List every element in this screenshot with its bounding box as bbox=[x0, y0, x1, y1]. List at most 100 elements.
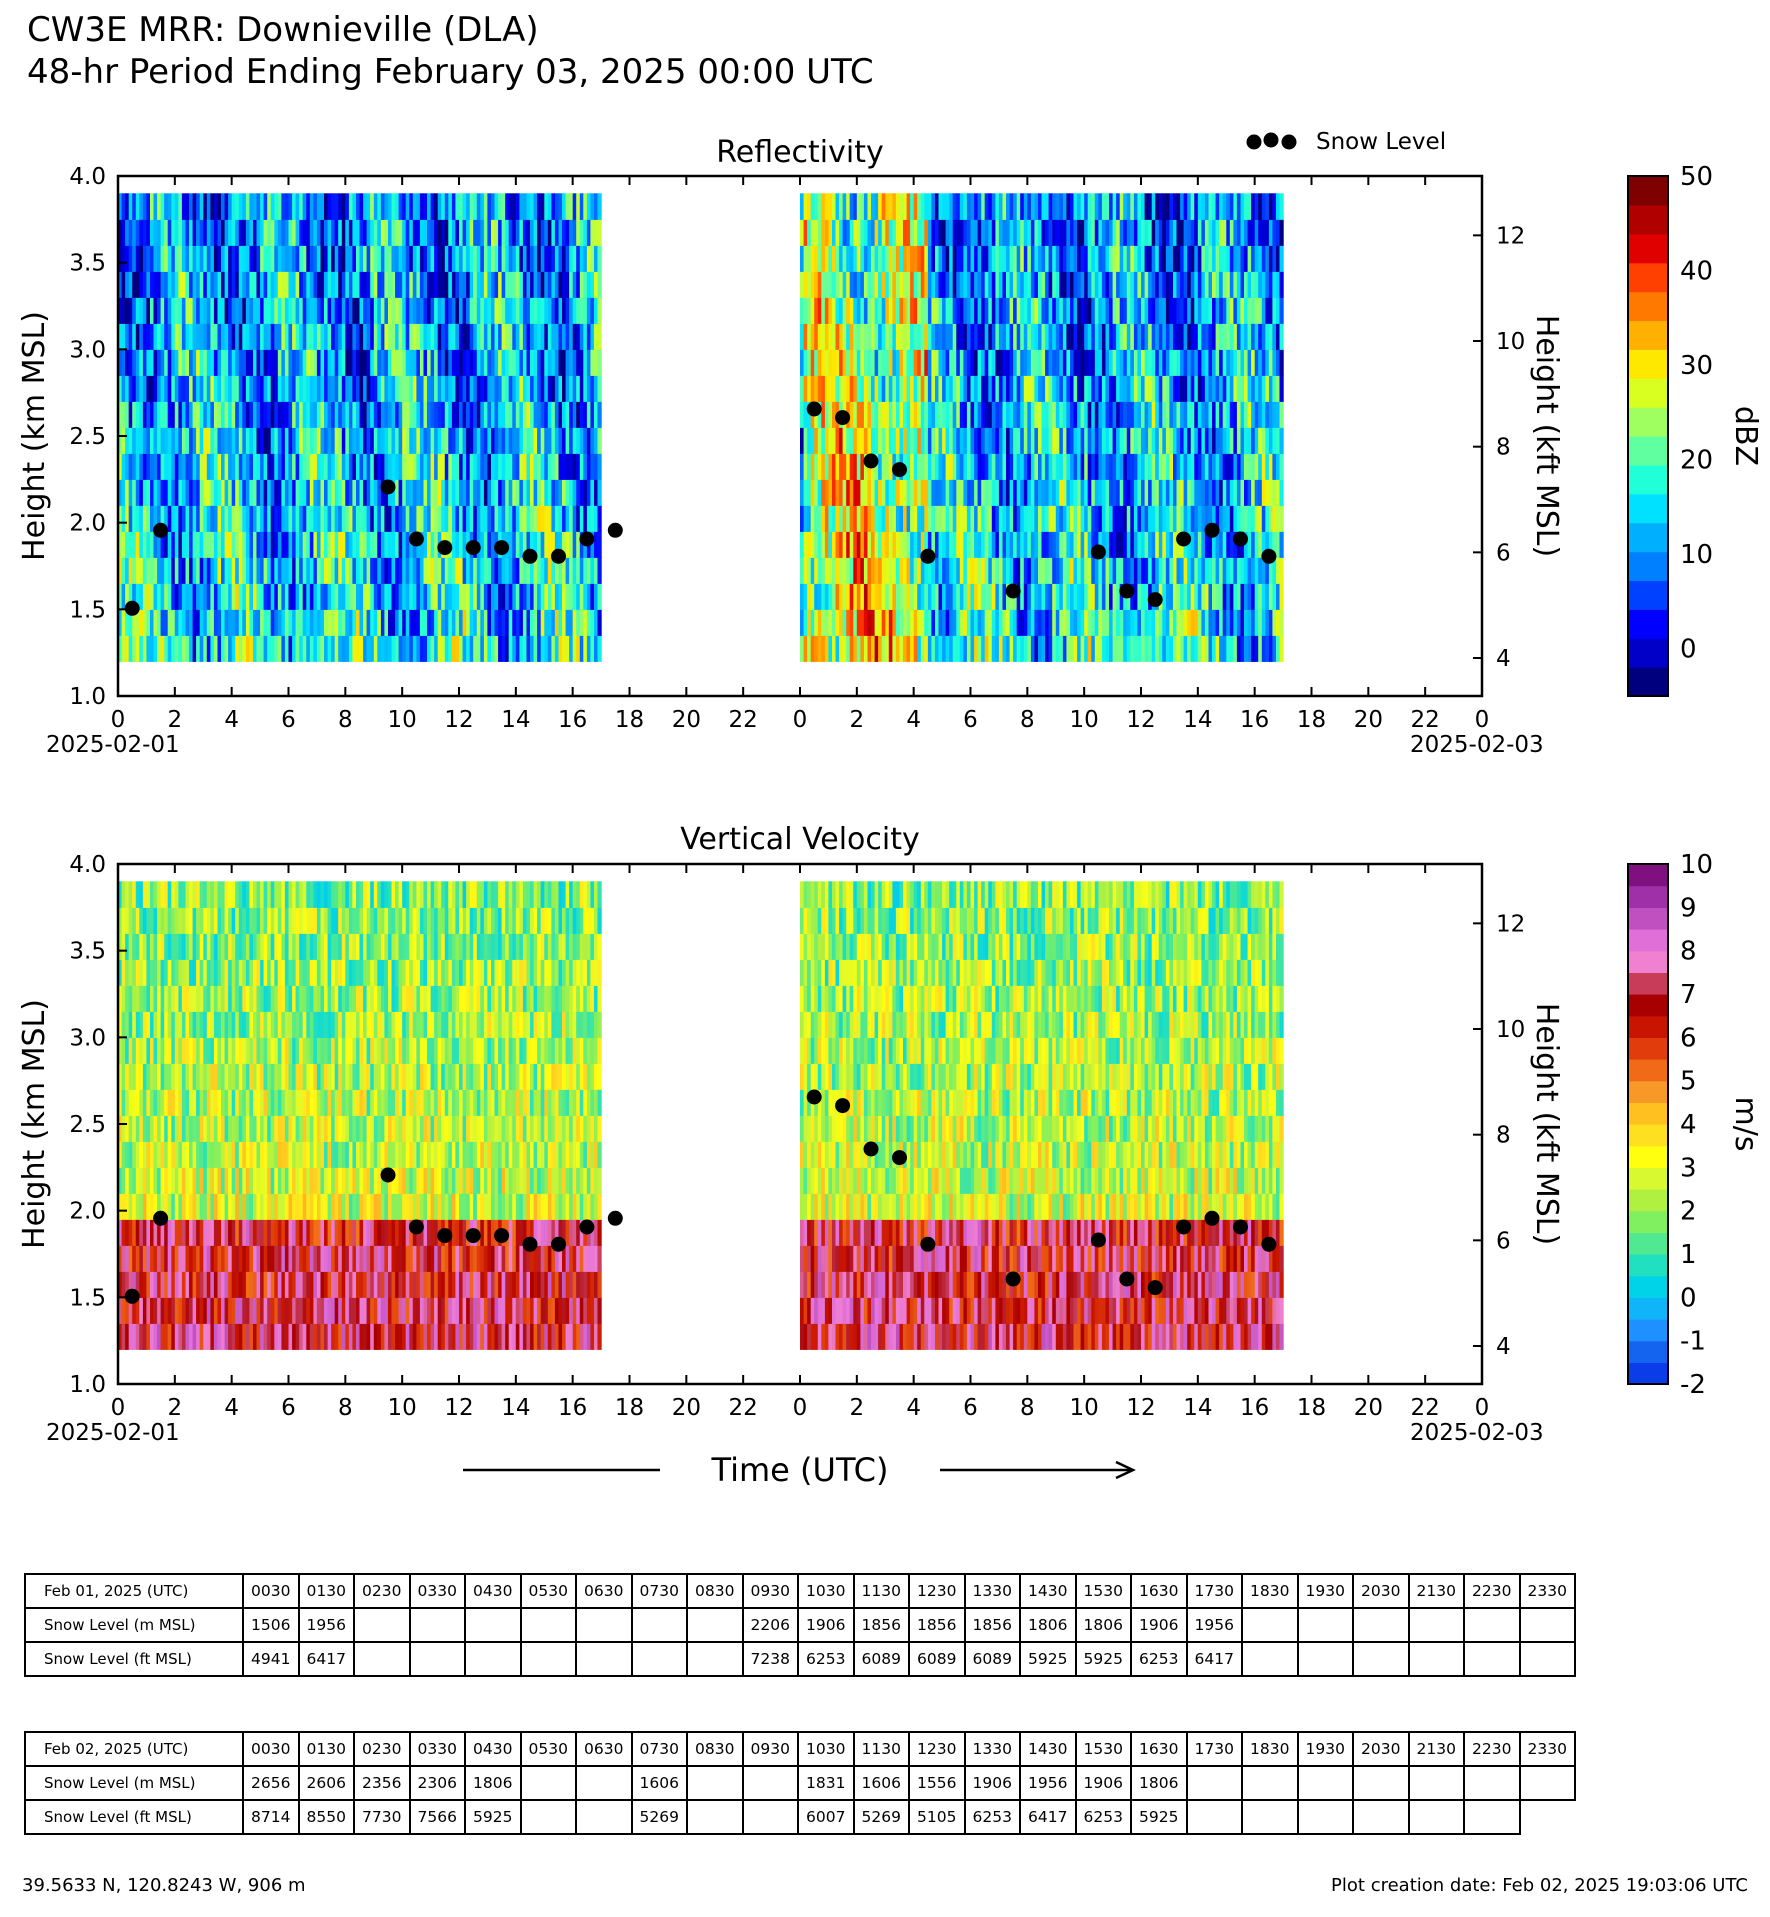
field-cell bbox=[544, 453, 549, 480]
field-cell bbox=[1197, 479, 1202, 506]
field-cell bbox=[217, 479, 222, 506]
field-cell bbox=[125, 323, 130, 350]
field-cell bbox=[419, 193, 425, 220]
field-cell bbox=[526, 349, 531, 376]
field-cell bbox=[437, 583, 442, 610]
field-cell bbox=[906, 531, 911, 558]
field-cell bbox=[494, 401, 499, 428]
field-cell bbox=[356, 505, 361, 532]
field-cell bbox=[341, 297, 346, 324]
field-cell bbox=[853, 323, 858, 350]
field-cell bbox=[970, 583, 975, 610]
field-cell bbox=[530, 557, 535, 584]
field-cell bbox=[473, 193, 478, 220]
field-cell bbox=[554, 505, 560, 532]
field-cell bbox=[441, 219, 446, 246]
field-cell bbox=[373, 427, 378, 454]
field-cell bbox=[1006, 271, 1011, 298]
field-cell bbox=[1272, 219, 1277, 246]
field-cell bbox=[931, 635, 936, 662]
field-cell bbox=[388, 635, 393, 662]
field-cell bbox=[1240, 583, 1245, 610]
field-cell bbox=[565, 349, 570, 376]
field-cell bbox=[270, 453, 275, 480]
field-cell bbox=[540, 609, 545, 636]
field-cell bbox=[245, 245, 251, 272]
field-cell bbox=[430, 505, 435, 532]
field-cell bbox=[178, 427, 183, 454]
field-cell bbox=[132, 531, 137, 558]
field-cell bbox=[132, 245, 137, 272]
field-cell bbox=[210, 323, 215, 350]
field-cell bbox=[253, 323, 258, 350]
field-cell bbox=[1109, 323, 1114, 350]
field-cell bbox=[1006, 297, 1011, 324]
field-cell bbox=[1212, 635, 1217, 662]
field-cell bbox=[462, 271, 467, 298]
y-tick-label: 1.0 bbox=[69, 684, 106, 710]
field-cell bbox=[459, 401, 464, 428]
field-cell bbox=[945, 193, 950, 220]
field-cell bbox=[832, 193, 837, 220]
field-cell bbox=[583, 557, 588, 584]
field-cell bbox=[455, 297, 460, 324]
field-cell bbox=[1002, 557, 1007, 584]
field-cell bbox=[348, 635, 354, 662]
field-cell bbox=[292, 427, 297, 454]
field-cell bbox=[931, 401, 936, 428]
field-cell bbox=[522, 375, 528, 402]
field-cell bbox=[320, 609, 325, 636]
field-cell bbox=[1162, 609, 1167, 636]
field-cell bbox=[370, 271, 375, 298]
field-cell bbox=[956, 323, 961, 350]
field-cell bbox=[267, 609, 272, 636]
field-cell bbox=[210, 375, 215, 402]
field-cell bbox=[412, 349, 417, 376]
field-cell bbox=[284, 427, 290, 454]
field-cell bbox=[345, 271, 350, 298]
field-cell bbox=[181, 453, 187, 480]
field-cell bbox=[895, 375, 901, 402]
field-cell bbox=[125, 505, 130, 532]
field-cell bbox=[1112, 635, 1117, 662]
field-cell bbox=[1183, 635, 1188, 662]
field-cell bbox=[270, 349, 275, 376]
field-cell bbox=[508, 245, 513, 272]
field-cell bbox=[235, 245, 240, 272]
field-cell bbox=[895, 531, 901, 558]
field-cell bbox=[284, 609, 290, 636]
field-cell bbox=[327, 635, 332, 662]
field-cell bbox=[292, 635, 297, 662]
field-cell bbox=[547, 479, 552, 506]
field-cell bbox=[924, 531, 929, 558]
field-cell bbox=[1126, 505, 1131, 532]
field-cell bbox=[384, 349, 389, 376]
field-cell bbox=[1151, 219, 1156, 246]
field-cell bbox=[984, 375, 989, 402]
field-cell bbox=[235, 297, 240, 324]
field-cell bbox=[363, 557, 368, 584]
field-cell bbox=[235, 271, 240, 298]
field-cell bbox=[995, 245, 1000, 272]
field-cell bbox=[938, 375, 943, 402]
field-cell bbox=[1123, 505, 1128, 532]
field-cell bbox=[508, 323, 513, 350]
field-cell bbox=[1027, 375, 1032, 402]
field-cell bbox=[480, 531, 485, 558]
field-cell bbox=[505, 557, 510, 584]
field-cell bbox=[466, 609, 471, 636]
field-cell bbox=[1030, 505, 1036, 532]
field-cell bbox=[121, 609, 126, 636]
field-cell bbox=[920, 453, 925, 480]
field-cell bbox=[1279, 583, 1284, 610]
field-cell bbox=[1222, 401, 1227, 428]
field-cell bbox=[171, 557, 176, 584]
field-cell bbox=[1038, 193, 1043, 220]
field-cell bbox=[359, 349, 364, 376]
field-cell bbox=[235, 401, 240, 428]
field-cell bbox=[348, 479, 354, 506]
field-cell bbox=[384, 193, 389, 220]
field-cell bbox=[1087, 271, 1092, 298]
field-cell bbox=[1133, 271, 1139, 298]
field-cell bbox=[267, 323, 272, 350]
